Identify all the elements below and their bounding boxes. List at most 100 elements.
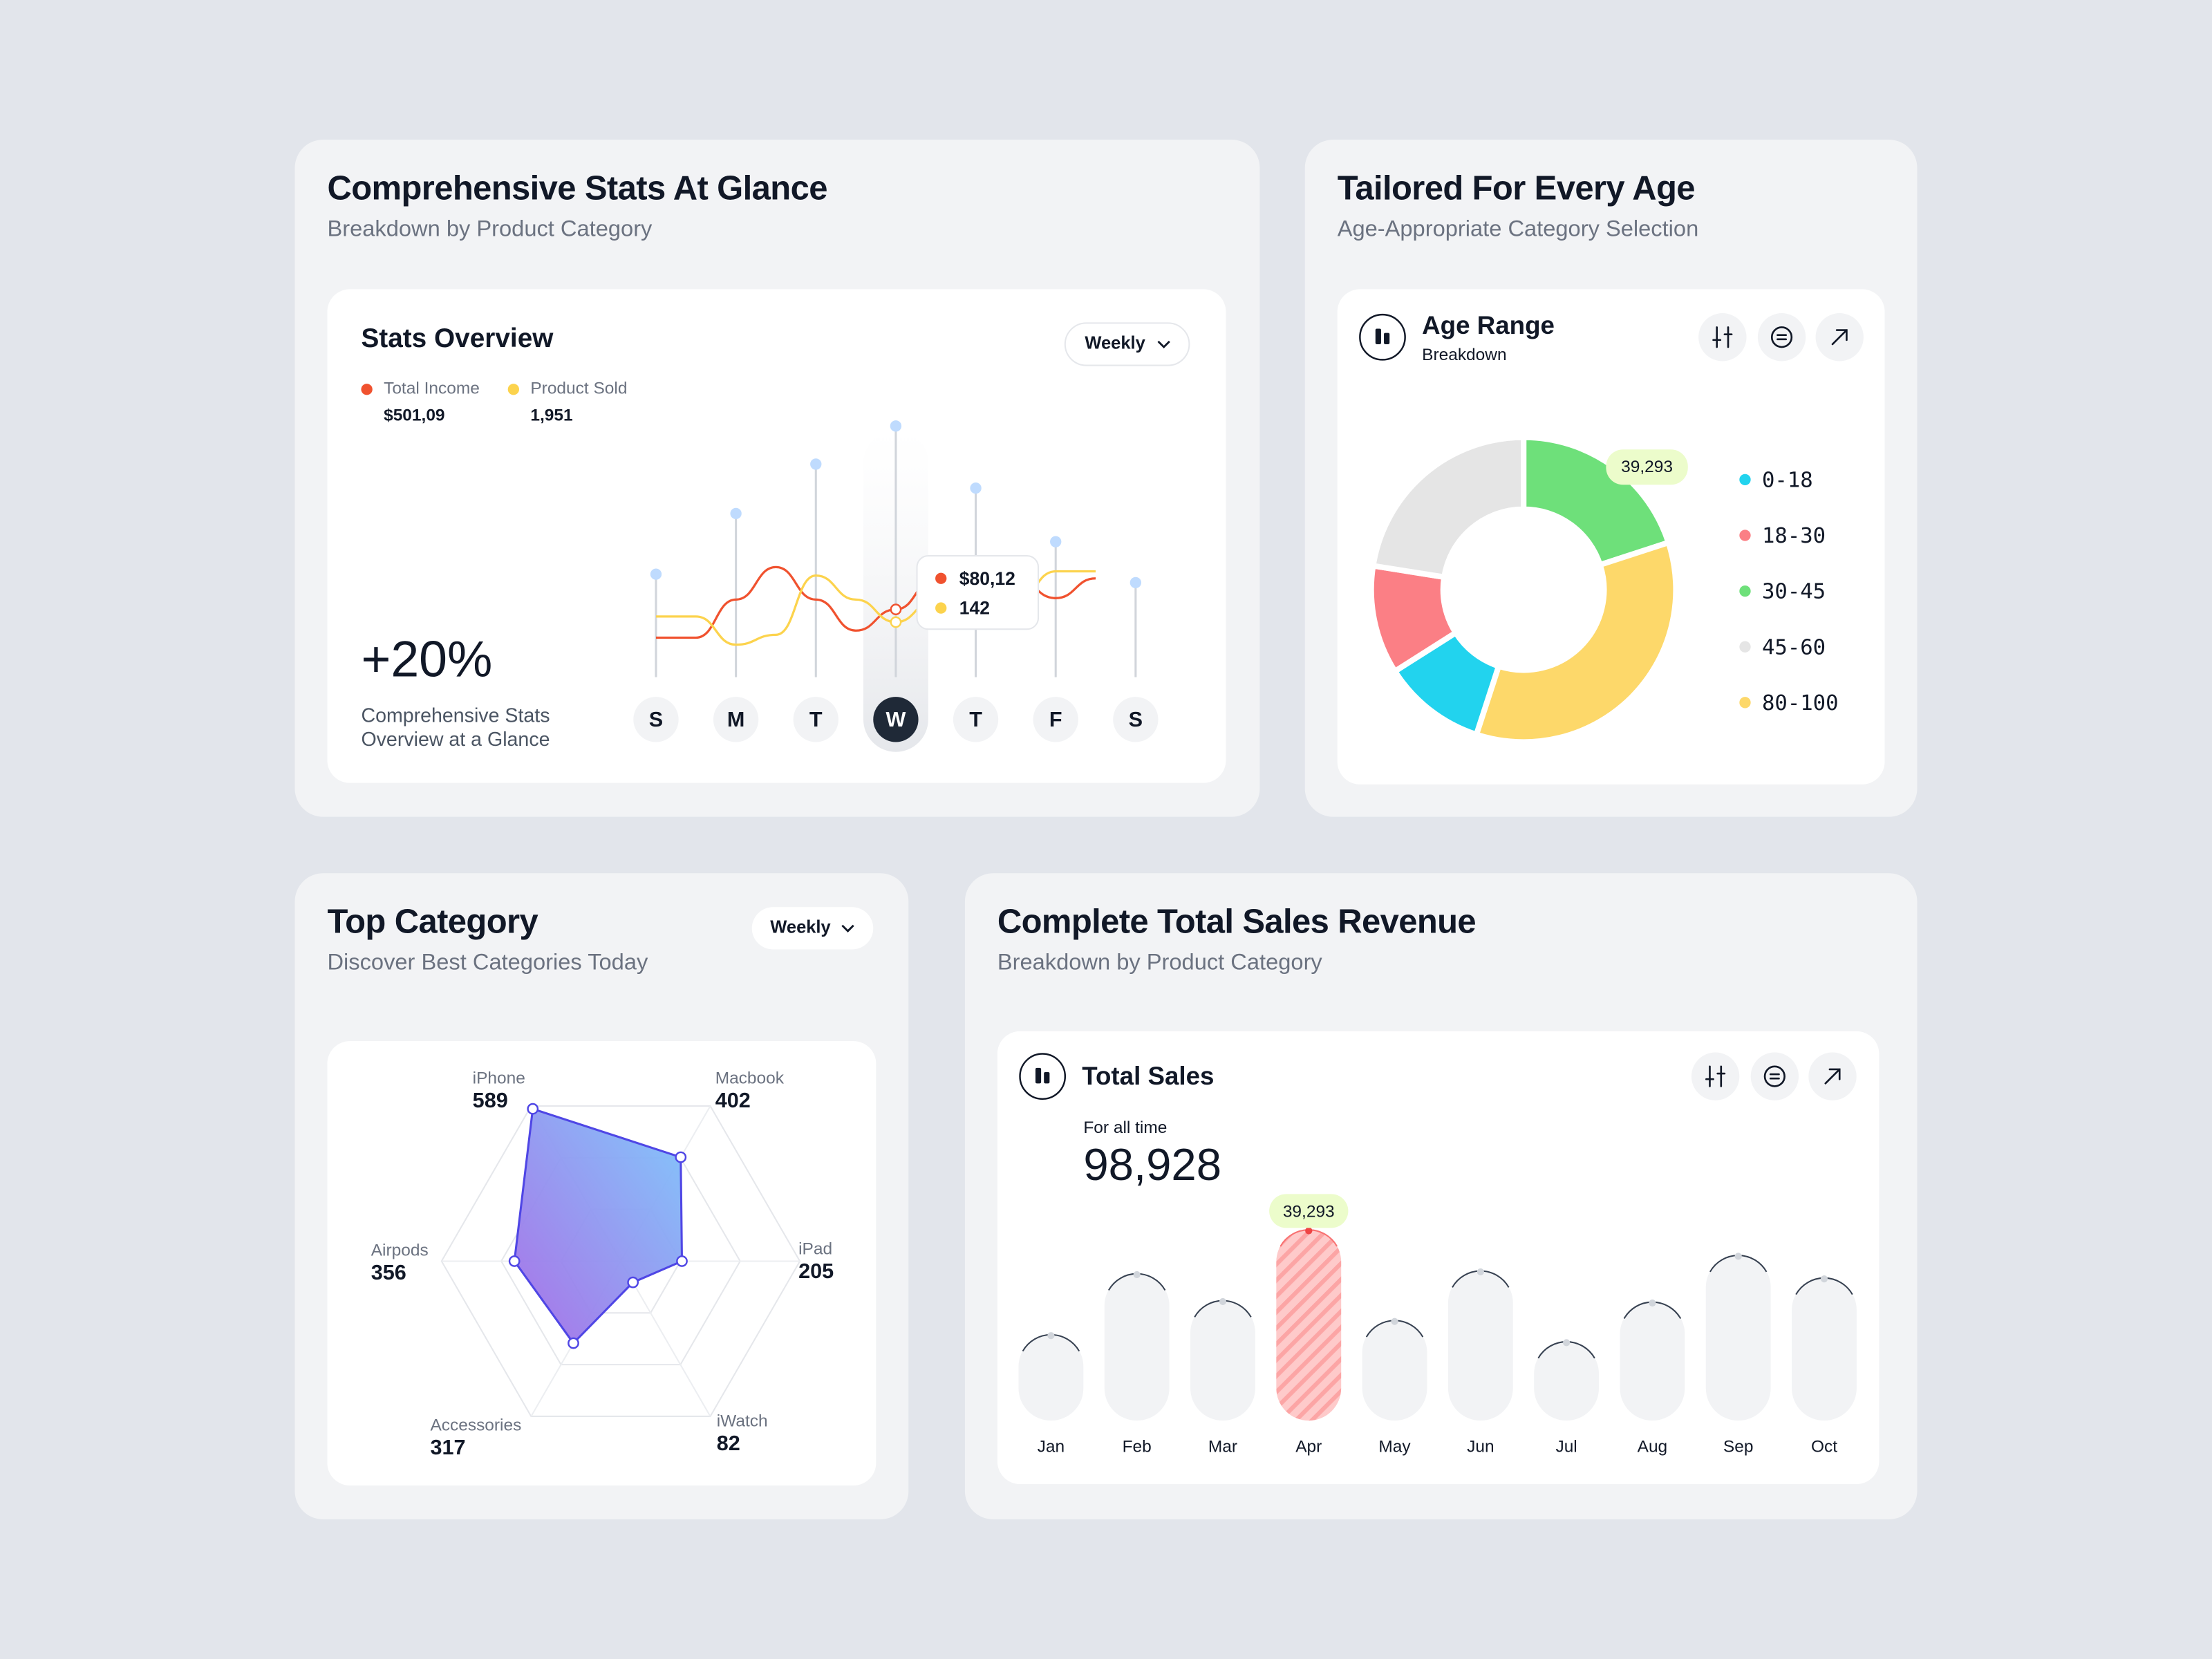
bar-dot [1305, 1227, 1313, 1235]
radar-value: 82 [717, 1432, 740, 1455]
day-label[interactable]: T [969, 708, 982, 731]
radar-value: 589 [473, 1089, 508, 1112]
tooltip-dot [935, 572, 947, 584]
legend-label: 45-60 [1762, 635, 1826, 659]
panel-title: Top Category [327, 903, 538, 941]
dropdown[interactable] [1064, 322, 1190, 366]
bar [1705, 1255, 1771, 1421]
legend-label: Total Income [384, 379, 480, 398]
card-icon [1019, 1053, 1067, 1100]
bar-dot [1820, 1275, 1828, 1283]
bar [1018, 1334, 1084, 1421]
card-subtitle: Breakdown [1422, 346, 1506, 364]
tooltip [916, 555, 1040, 630]
bar [1534, 1341, 1600, 1421]
filter-icon [1705, 1065, 1726, 1087]
radar-value: 356 [371, 1261, 406, 1284]
radar-label: Accessories [430, 1416, 521, 1435]
panel-subtitle: Breakdown by Product Category [327, 215, 653, 241]
stem-dot [970, 482, 982, 494]
panel-subtitle: Breakdown by Product Category [997, 949, 1323, 975]
card-icon [1359, 313, 1406, 361]
dropdown-label[interactable]: Weekly [1085, 334, 1145, 353]
day-label[interactable]: F [1049, 708, 1062, 731]
panel-title: Comprehensive Stats At Glance [327, 169, 827, 207]
filter-icon [1712, 326, 1733, 348]
day-label[interactable]: S [1129, 708, 1143, 731]
card [327, 289, 1226, 783]
day-button[interactable] [713, 697, 759, 742]
radar-point [568, 1337, 579, 1349]
stem-dot [1050, 536, 1062, 547]
caption: Overview at a Glance [361, 729, 550, 751]
panel-title: Tailored For Every Age [1338, 169, 1695, 207]
icon-button[interactable] [1750, 1052, 1799, 1100]
caption: Comprehensive Stats [361, 704, 550, 727]
total-value: 98,928 [1083, 1139, 1221, 1190]
radar-value: 402 [715, 1089, 751, 1112]
x-tick-label: Sep [1723, 1437, 1754, 1456]
stem-dot [1130, 577, 1142, 589]
stem-dot [810, 458, 822, 470]
x-tick-label: Jan [1038, 1437, 1065, 1456]
radar-point [675, 1151, 687, 1163]
dropdown-label[interactable]: Weekly [770, 918, 831, 937]
x-tick-label: Aug [1638, 1437, 1668, 1456]
day-button[interactable] [953, 697, 999, 742]
icon-button[interactable] [1691, 1052, 1740, 1100]
radar-label: iPad [798, 1240, 832, 1259]
icon-bar [1035, 1067, 1042, 1084]
legend-dot [1739, 641, 1751, 653]
icon-button[interactable] [1698, 313, 1747, 362]
radar-label: iPhone [473, 1069, 525, 1088]
bar [1104, 1273, 1170, 1421]
x-tick-label: Oct [1811, 1437, 1837, 1456]
legend-label: 30-45 [1762, 580, 1826, 604]
radar-label: Airpods [371, 1241, 429, 1260]
icon-button[interactable] [1757, 313, 1806, 362]
radar-point [527, 1103, 539, 1115]
dropdown[interactable] [751, 907, 874, 950]
radar-value: 317 [430, 1436, 465, 1459]
icon-bar [1044, 1072, 1050, 1084]
day-button[interactable] [633, 697, 679, 742]
x-tick-label: Mar [1208, 1437, 1237, 1456]
legend-dot [1739, 585, 1751, 597]
stem-dot [890, 420, 902, 432]
chevron [841, 924, 854, 932]
bar-dot [1047, 1332, 1055, 1340]
bar-dot [1563, 1339, 1571, 1347]
radar-point [627, 1276, 639, 1288]
x-tick-label: Jun [1467, 1437, 1494, 1456]
donut-segment [1473, 539, 1679, 745]
x-tick-label: Feb [1123, 1437, 1152, 1456]
tooltip-dot [935, 602, 947, 614]
bar [1276, 1229, 1342, 1421]
comment-icon [1770, 326, 1793, 348]
day-button[interactable] [873, 697, 919, 742]
legend-label: 0-18 [1762, 468, 1813, 492]
day-label[interactable]: T [809, 708, 823, 731]
line-marker [890, 603, 902, 615]
day-button[interactable] [1033, 697, 1078, 742]
day-button[interactable] [1113, 697, 1159, 742]
legend-label: 80-100 [1762, 691, 1839, 715]
day-label[interactable]: W [885, 708, 906, 731]
x-tick-label: Apr [1295, 1437, 1322, 1456]
panel-title: Complete Total Sales Revenue [997, 903, 1476, 941]
card-title: Stats Overview [361, 324, 554, 353]
day-label[interactable]: S [649, 708, 663, 731]
legend-summary: $501,09 [384, 406, 444, 425]
bar-dot [1734, 1253, 1742, 1260]
panel-subtitle: Age-Appropriate Category Selection [1338, 215, 1699, 241]
icon-bar [1375, 328, 1381, 344]
tooltip-label: 142 [959, 598, 990, 619]
value-label: 39,293 [1621, 458, 1673, 476]
day-button[interactable] [793, 697, 838, 742]
caption: For all time [1083, 1118, 1167, 1137]
bar [1792, 1277, 1857, 1421]
bar-dot [1477, 1268, 1484, 1276]
legend-label: Product Sold [530, 379, 627, 398]
day-label[interactable]: M [727, 708, 745, 731]
radar-value: 205 [798, 1259, 834, 1283]
